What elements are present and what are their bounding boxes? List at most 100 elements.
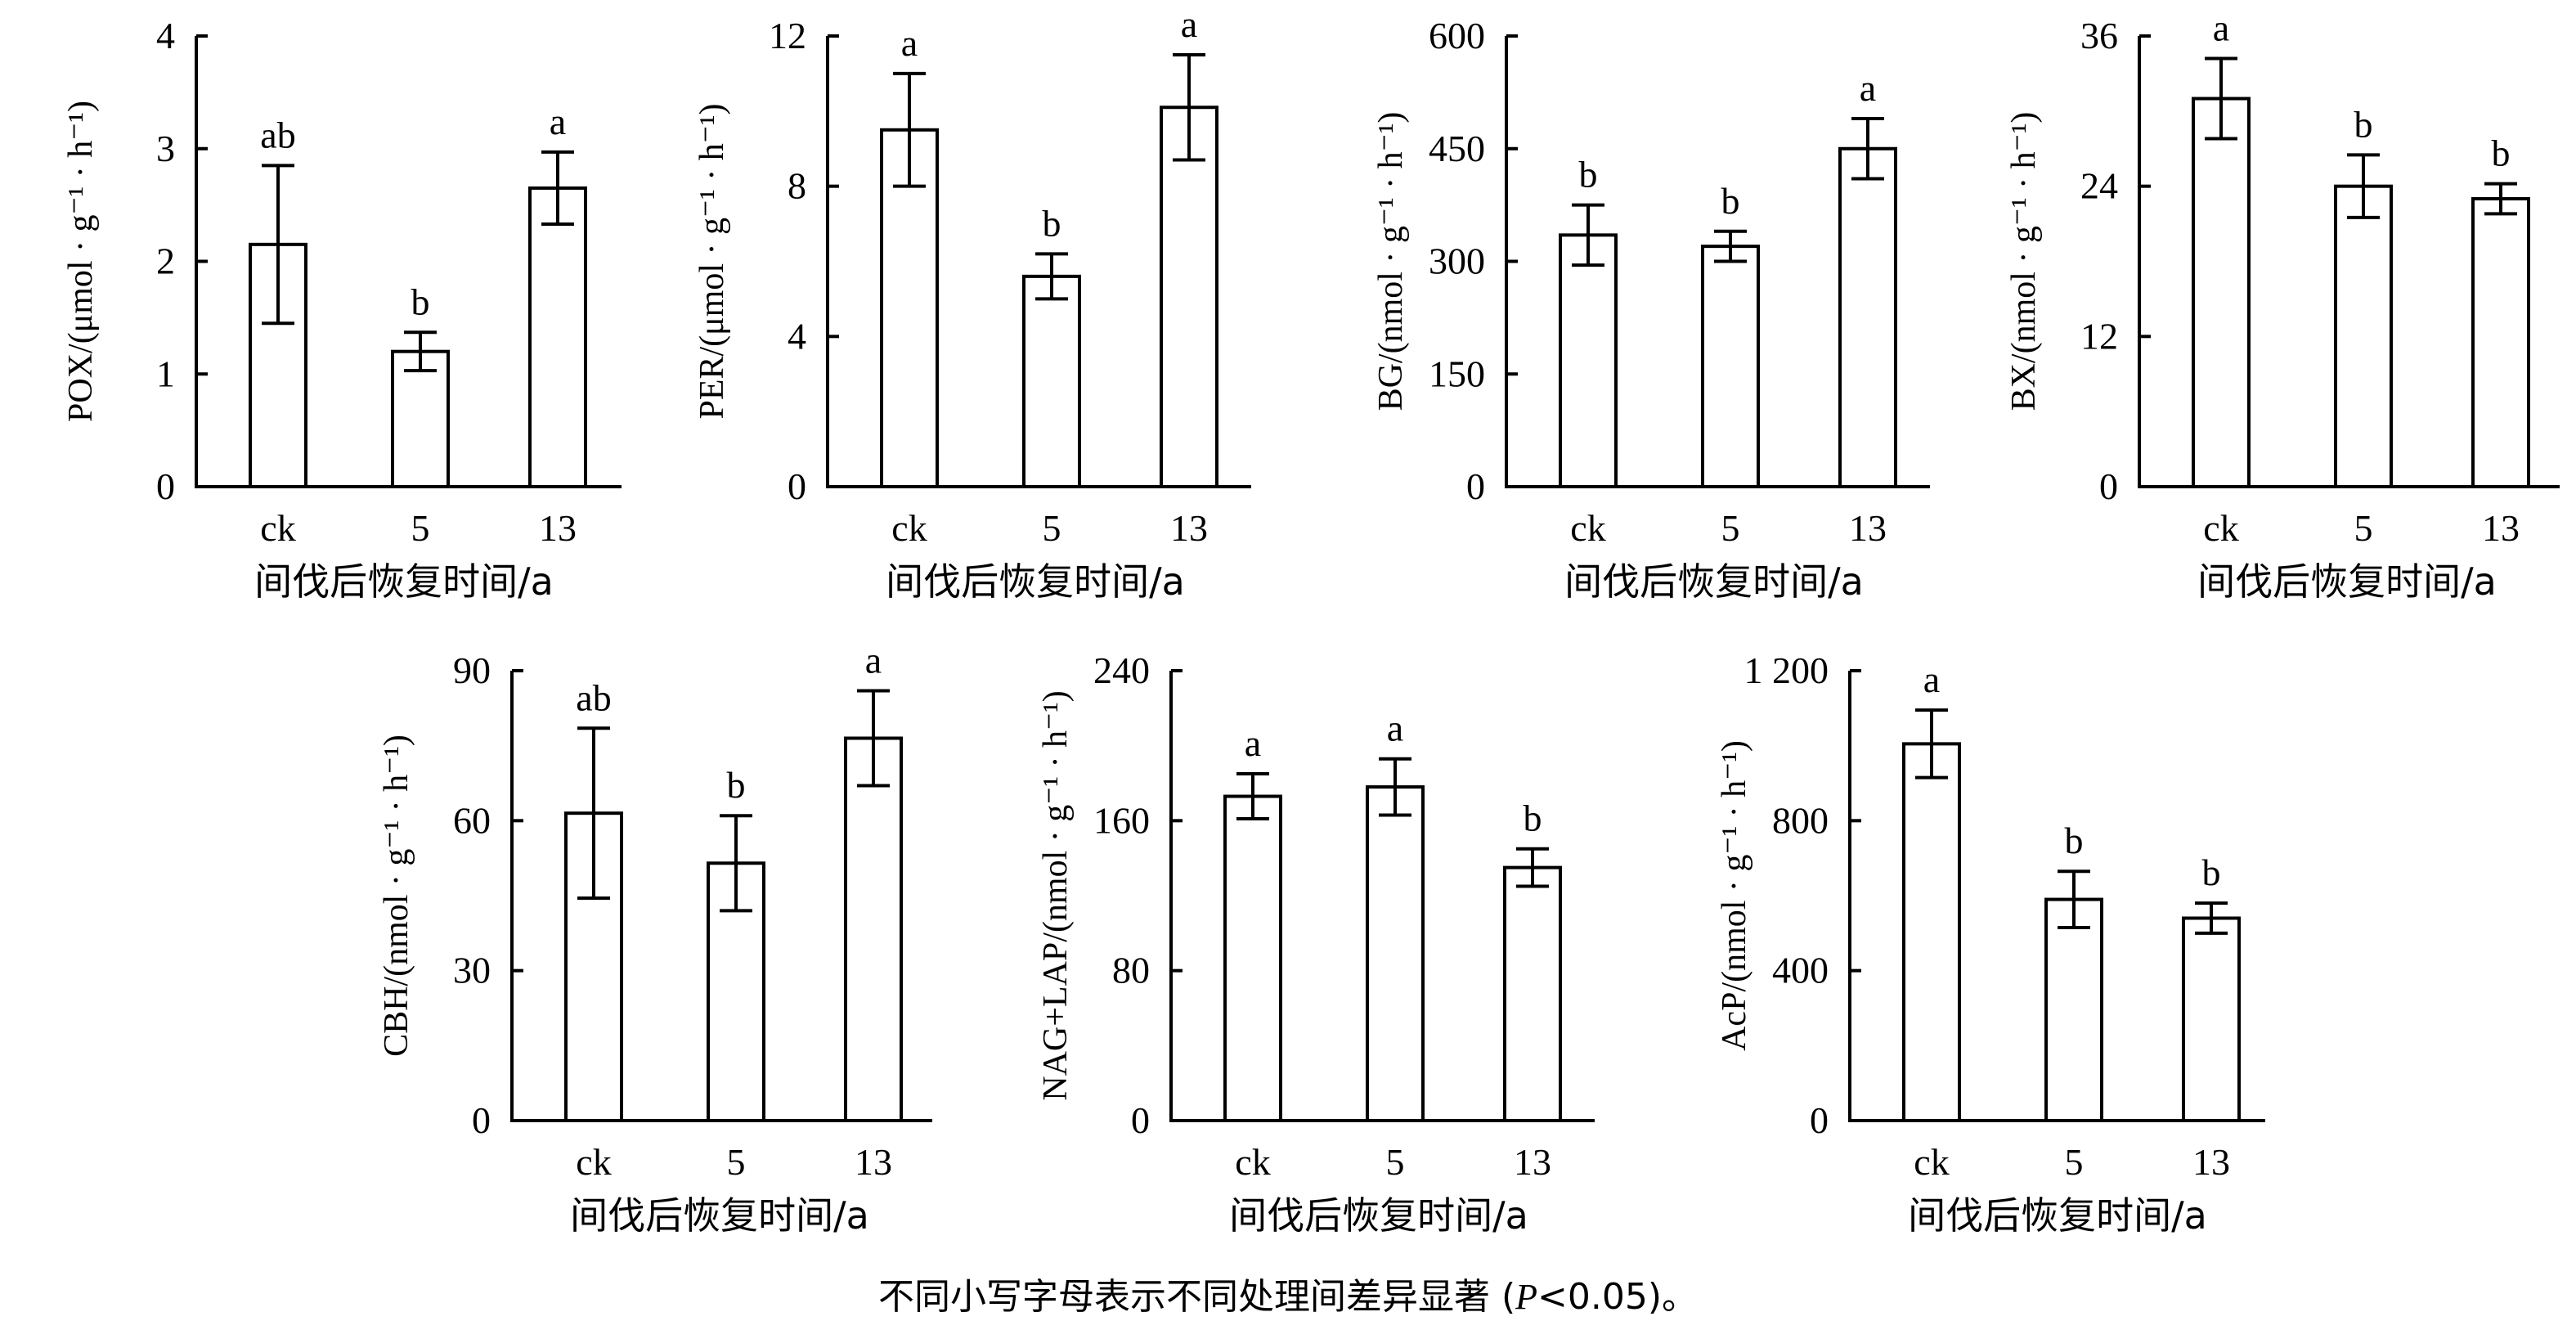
significance-letter: b (727, 764, 746, 806)
x-tick-label: 5 (1043, 507, 1061, 549)
y-tick-label: 0 (2099, 465, 2118, 507)
significance-letter: a (901, 22, 918, 64)
bar (1559, 233, 1618, 488)
chart-panel-6: 0 80 160 240 NAG+LAP/(nmol · g⁻¹ · h⁻¹) a ck a 5… (1037, 649, 1595, 1238)
significance-letter: a (1923, 658, 1940, 700)
y-tick-label: 1 200 (1744, 649, 1829, 691)
y-tick-label: 30 (453, 950, 491, 991)
y-tick-label: 36 (2080, 15, 2118, 56)
y-tick-label: 3 (156, 128, 175, 169)
significance-letter: b (2202, 851, 2221, 893)
significance-letter: ab (576, 676, 611, 718)
y-tick-label: 0 (1466, 465, 1485, 507)
x-tick-label: 5 (2354, 507, 2373, 549)
bar (880, 128, 939, 489)
bar (1902, 742, 1961, 1122)
x-axis-title: 间伐后恢复时间/a (254, 559, 554, 604)
y-tick-label: 240 (1093, 649, 1150, 691)
x-tick-label: ck (1570, 507, 1605, 549)
y-tick-label: 80 (1112, 950, 1150, 991)
x-tick-label: 5 (2065, 1141, 2084, 1183)
x-tick-label: 5 (411, 507, 430, 549)
y-axis-label: AcP/(nmol · g⁻¹ · h⁻¹) (1716, 740, 1753, 1051)
chart-panel-3: 0 150 300 450 600 BG/(nmol · g⁻¹ · h⁻¹) b ck b 5 a… (1372, 15, 1930, 604)
significance-letter: a (550, 101, 566, 142)
significance-letter: b (1043, 202, 1061, 244)
y-axis-label: PER/(μmol · g⁻¹ · h⁻¹) (693, 103, 731, 419)
x-tick-label: ck (891, 507, 927, 549)
y-tick-label: 0 (156, 465, 175, 507)
x-axis-title: 间伐后恢复时间/a (1229, 1193, 1528, 1238)
x-axis-title: 间伐后恢复时间/a (1564, 559, 1864, 604)
y-tick-label: 0 (1810, 1099, 1829, 1141)
y-tick-label: 90 (453, 649, 491, 691)
bar (1366, 785, 1425, 1122)
bar (1701, 245, 1760, 488)
significance-letter: ab (260, 114, 295, 155)
x-tick-label: 13 (1849, 507, 1887, 549)
y-tick-label: 24 (2080, 165, 2118, 207)
y-tick-label: 300 (1429, 240, 1485, 282)
x-tick-label: 13 (1170, 507, 1208, 549)
significance-letter: a (1860, 67, 1876, 109)
significance-letter: a (865, 639, 882, 681)
x-axis-title: 间伐后恢复时间/a (1908, 1193, 2207, 1238)
y-tick-label: 400 (1772, 950, 1829, 991)
y-axis-label: NAG+LAP/(nmol · g⁻¹ · h⁻¹) (1037, 690, 1075, 1101)
x-tick-label: 13 (539, 507, 577, 549)
x-tick-label: 5 (1386, 1141, 1405, 1183)
significance-letter: b (1579, 154, 1598, 195)
bar (2192, 97, 2251, 489)
y-tick-label: 2 (156, 240, 175, 282)
y-tick-label: 0 (1131, 1099, 1150, 1141)
significance-letter: b (2354, 103, 2373, 145)
x-tick-label: ck (576, 1141, 611, 1183)
y-axis-label: BX/(nmol · g⁻¹ · h⁻¹) (2005, 112, 2043, 411)
x-axis-title: 间伐后恢复时间/a (570, 1193, 869, 1238)
y-tick-label: 160 (1093, 799, 1150, 841)
bar (391, 349, 450, 489)
y-tick-label: 600 (1429, 15, 1485, 56)
y-tick-label: 450 (1429, 128, 1485, 169)
x-tick-label: 5 (727, 1141, 746, 1183)
chart-panel-5: 0 30 60 90 CBH/(nmol · g⁻¹ · h⁻¹) ab ck b 5 a 13 间伐… (378, 639, 932, 1238)
y-tick-label: 1 (156, 353, 175, 394)
y-tick-label: 150 (1429, 353, 1485, 394)
bar (2334, 184, 2393, 489)
y-axis-label: BG/(nmol · g⁻¹ · h⁻¹) (1372, 112, 1410, 411)
chart-panel-4: 0 12 24 36 BX/(nmol · g⁻¹ · h⁻¹) a ck b 5 b 13 间伐后恢… (2005, 7, 2560, 604)
significance-letter: a (1387, 708, 1403, 749)
x-tick-label: 13 (2192, 1141, 2230, 1183)
x-tick-label: ck (1914, 1141, 1949, 1183)
significance-letter: a (2213, 7, 2229, 49)
significance-letter: b (1721, 180, 1740, 222)
bar (2182, 916, 2241, 1122)
significance-letter: a (1181, 3, 1197, 45)
bar (1160, 106, 1218, 488)
y-axis-label: CBH/(nmol · g⁻¹ · h⁻¹) (378, 735, 415, 1057)
chart-panel-1: 0 1 2 3 4 POX/(μmol · g⁻¹ · h⁻¹) ab ck b 5 a 13 间伐后恢… (62, 15, 622, 604)
y-tick-label: 60 (453, 799, 491, 841)
chart-panel-2: 0 4 8 12 PER/(μmol · g⁻¹ · h⁻¹) a ck b 5 a 13 间伐后恢复… (693, 3, 1251, 604)
y-tick-label: 4 (156, 15, 175, 56)
bar (1838, 146, 1897, 488)
significance-letter: b (411, 281, 430, 322)
significance-letter: b (1524, 798, 1542, 839)
x-tick-label: ck (260, 507, 295, 549)
y-tick-label: 12 (2080, 315, 2118, 357)
y-tick-label: 0 (472, 1099, 491, 1141)
x-tick-label: ck (1235, 1141, 1270, 1183)
y-tick-label: 4 (788, 315, 806, 357)
chart-panel-7: 0 400 800 1 200 AcP/(nmol · g⁻¹ · h⁻¹) a ck b 5 b… (1716, 649, 2265, 1238)
y-axis-label: POX/(μmol · g⁻¹ · h⁻¹) (62, 101, 100, 422)
bar (528, 186, 587, 488)
bar (2044, 897, 2103, 1123)
bar (2471, 196, 2530, 488)
x-axis-title: 间伐后恢复时间/a (2197, 559, 2497, 604)
y-tick-label: 8 (788, 165, 806, 207)
figure-caption: 不同小写字母表示不同处理间差异显著 (P<0.05)。 (878, 1276, 1698, 1318)
bar (1022, 274, 1081, 488)
x-axis-title: 间伐后恢复时间/a (886, 559, 1185, 604)
y-tick-label: 12 (769, 15, 806, 56)
